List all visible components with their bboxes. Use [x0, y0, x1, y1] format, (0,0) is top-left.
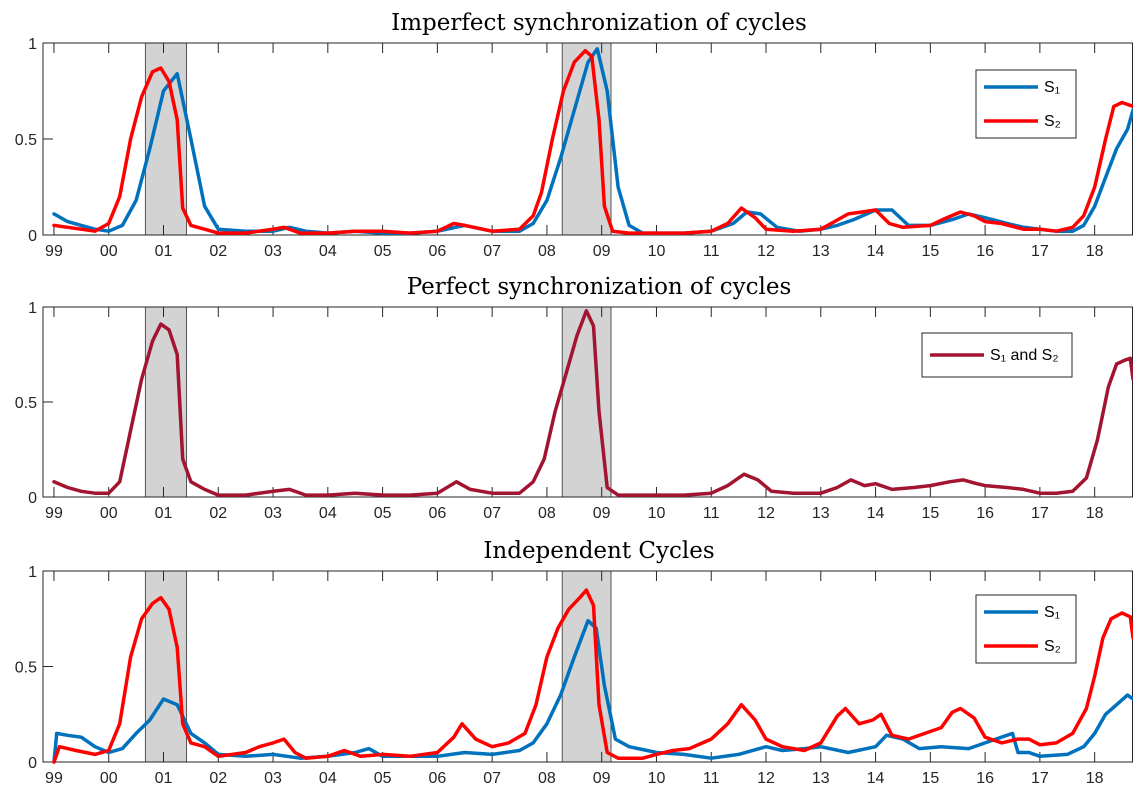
legend-label: S₁ and S₂ [990, 347, 1059, 364]
x-tick-label: 11 [703, 770, 720, 787]
x-tick-label: 02 [209, 243, 227, 260]
x-tick-label: 00 [100, 243, 118, 260]
x-tick-label: 03 [264, 505, 282, 522]
x-tick-label: 03 [264, 770, 282, 787]
chart-title: Independent Cycles [483, 538, 714, 564]
series-line-2 [52, 48, 1133, 235]
x-tick-label: 18 [1086, 243, 1104, 260]
legend-label: S₂ [1044, 113, 1061, 130]
x-tick-label: 05 [374, 770, 392, 787]
x-tick-label: 13 [812, 505, 830, 522]
x-tick-label: 01 [155, 243, 173, 260]
x-tick-label: 11 [703, 243, 720, 260]
legend-box [975, 69, 1077, 139]
x-tick-label: 13 [812, 243, 830, 260]
x-tick-label: 18 [1086, 505, 1104, 522]
x-tick-label: 14 [867, 505, 885, 522]
legend-label: S₂ [1044, 638, 1061, 655]
x-tick-label: 04 [319, 505, 337, 522]
x-tick-label: 15 [921, 770, 939, 787]
shaded-period [144, 570, 188, 763]
x-tick-label: 02 [209, 770, 227, 787]
x-tick-label: 15 [921, 505, 939, 522]
x-tick-label: 10 [648, 770, 666, 787]
x-tick-label: 05 [374, 505, 392, 522]
legend: S₁ S₂ [975, 69, 1077, 139]
x-tick-label: 12 [757, 505, 775, 522]
y-tick-label: 0.5 [15, 132, 37, 149]
x-tick-label: 17 [1031, 243, 1049, 260]
x-tick-label: 18 [1086, 770, 1104, 787]
x-tick-label: 17 [1031, 505, 1049, 522]
x-tick-label: 00 [100, 505, 118, 522]
x-tick-label: 99 [45, 770, 63, 787]
y-tick-label: 0.5 [15, 395, 37, 412]
x-tick-label: 13 [812, 770, 830, 787]
legend-label: S₁ [1044, 79, 1060, 96]
x-tick-label: 01 [155, 505, 173, 522]
x-tick-label: 08 [538, 505, 556, 522]
legend: S₁ S₂ [975, 594, 1077, 664]
x-tick-label: 05 [374, 243, 392, 260]
y-tick-label: 0.5 [15, 660, 37, 677]
y-tick-label: 0 [28, 755, 37, 772]
series-line-2 [52, 588, 1133, 764]
x-tick-label: 04 [319, 243, 337, 260]
x-tick-label: 08 [538, 243, 556, 260]
panel-1: Imperfect synchronization of cycles 99 00… [15, 10, 1133, 260]
x-tick-label: 10 [648, 505, 666, 522]
x-tick-label: 14 [867, 243, 885, 260]
x-tick-label: 99 [45, 505, 63, 522]
x-tick-label: 02 [209, 505, 227, 522]
x-tick-label: 16 [976, 505, 994, 522]
shaded-period [561, 306, 612, 498]
y-tick-label: 0 [28, 228, 37, 245]
x-tick-label: 99 [45, 243, 63, 260]
y-tick-label: 1 [28, 564, 37, 581]
series-line-1 [52, 47, 1133, 235]
y-tick-label: 1 [28, 300, 37, 317]
x-tick-label: 10 [648, 243, 666, 260]
x-tick-label: 07 [483, 770, 501, 787]
x-tick-label: 14 [867, 770, 885, 787]
x-tick-label: 16 [976, 770, 994, 787]
x-tick-label: 09 [593, 243, 611, 260]
series-line-1 [52, 309, 1133, 497]
x-tick-label: 08 [538, 770, 556, 787]
x-tick-label: 12 [757, 243, 775, 260]
y-tick-label: 0 [28, 490, 37, 507]
x-tick-label: 06 [428, 243, 446, 260]
x-tick-label: 06 [428, 505, 446, 522]
y-tick-label: 1 [28, 36, 37, 53]
x-tick-label: 06 [428, 770, 446, 787]
x-tick-label: 09 [593, 770, 611, 787]
x-tick-label: 03 [264, 243, 282, 260]
x-tick-label: 01 [155, 770, 173, 787]
chart-title: Imperfect synchronization of cycles [391, 10, 807, 36]
x-tick-label: 07 [483, 505, 501, 522]
legend: S₁ and S₂ [921, 332, 1073, 378]
x-tick-label: 16 [976, 243, 994, 260]
x-tick-label: 17 [1031, 770, 1049, 787]
chart-title: Perfect synchronization of cycles [407, 274, 792, 300]
x-tick-label: 11 [703, 505, 720, 522]
x-tick-label: 04 [319, 770, 337, 787]
panel-2: Perfect synchronization of cycles 99 00 01… [15, 274, 1133, 522]
x-tick-label: 15 [921, 243, 939, 260]
legend-label: S₁ [1044, 604, 1060, 621]
x-tick-label: 09 [593, 505, 611, 522]
panel-3: Independent Cycles 99 00 01 02 03 04 05 06 07 08 0… [15, 538, 1133, 787]
x-tick-label: 00 [100, 770, 118, 787]
x-tick-label: 12 [757, 770, 775, 787]
x-tick-label: 07 [483, 243, 501, 260]
legend-box [975, 594, 1077, 664]
